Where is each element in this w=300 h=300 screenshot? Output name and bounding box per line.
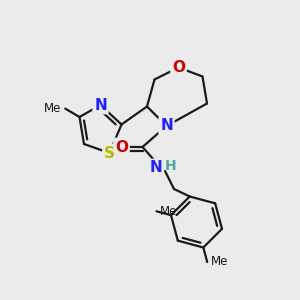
- Text: N: N: [150, 160, 162, 175]
- Text: Me: Me: [160, 205, 178, 218]
- Text: O: O: [115, 140, 128, 154]
- Text: O: O: [172, 60, 185, 75]
- Text: N: N: [160, 118, 173, 134]
- Text: N: N: [94, 98, 107, 112]
- Text: Me: Me: [44, 102, 62, 115]
- Text: H: H: [165, 159, 177, 173]
- Text: Me: Me: [211, 256, 228, 268]
- Text: S: S: [104, 146, 115, 160]
